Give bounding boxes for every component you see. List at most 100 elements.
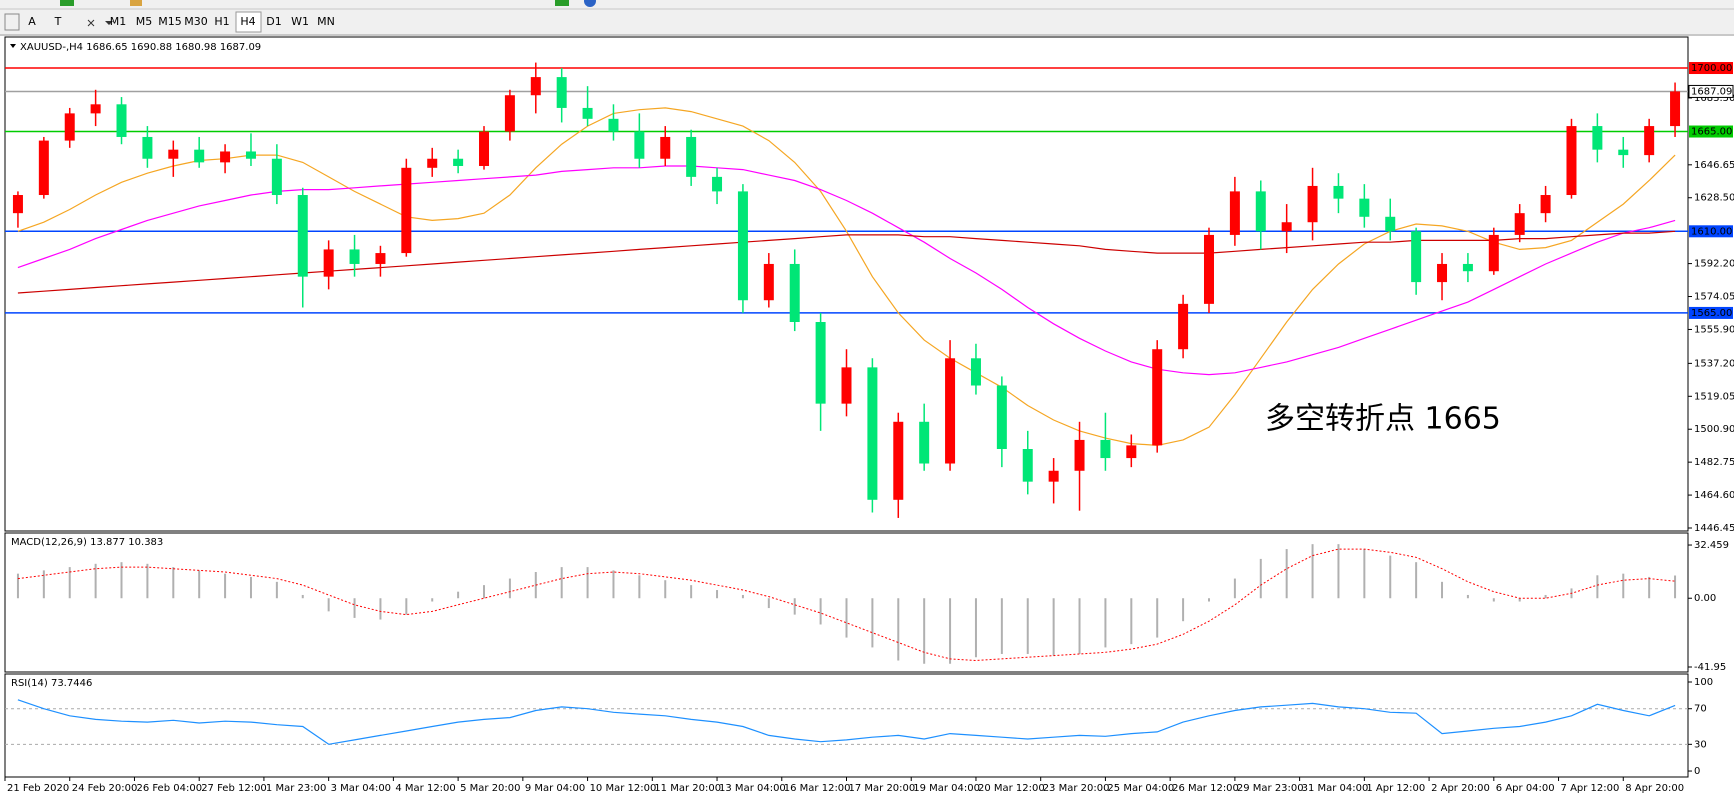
rsi-line	[17, 699, 1676, 745]
candle-body	[271, 158, 282, 196]
level-label: 1700.00	[1691, 63, 1732, 74]
candle-body	[996, 385, 1007, 449]
candle-body	[1437, 263, 1448, 283]
timeframe-button[interactable]: H1	[214, 15, 229, 28]
candle-body	[1152, 349, 1163, 446]
x-tick-label: 25 Mar 04:00	[1107, 783, 1174, 794]
candle-body	[1488, 234, 1499, 272]
timeframe-button[interactable]: D1	[266, 15, 281, 28]
toolbar-icon[interactable]	[60, 0, 74, 6]
x-tick-label: 7 Apr 12:00	[1561, 783, 1620, 794]
tool-button[interactable]: T	[54, 15, 62, 28]
timeframe-button[interactable]: M1	[110, 15, 127, 28]
candle-body	[1644, 126, 1655, 156]
y-tick-label: 1628.50	[1694, 193, 1734, 204]
candle-body	[970, 358, 981, 386]
toolbar-icon[interactable]	[130, 0, 142, 6]
y-tick-label: 1482.75	[1694, 457, 1734, 468]
x-tick-label: 2 Apr 20:00	[1431, 783, 1490, 794]
main-panel	[4, 36, 1689, 532]
candle-body	[1670, 91, 1681, 127]
candle-body	[556, 77, 567, 108]
candle-body	[142, 136, 153, 159]
y-tick-label: 1683.50	[1694, 93, 1734, 104]
candle-body	[427, 158, 438, 168]
candle-body	[245, 151, 256, 159]
symbol-menu[interactable]	[10, 44, 16, 48]
candle-body	[1022, 448, 1033, 482]
x-tick-label: 27 Feb 12:00	[201, 783, 267, 794]
rsi-panel	[4, 673, 1689, 778]
candle-body	[194, 149, 205, 163]
toolbar-icon[interactable]	[105, 21, 113, 25]
y-tick-label: 1574.05	[1694, 292, 1734, 303]
tool-button[interactable]: A	[28, 15, 36, 28]
candle-body	[1126, 445, 1137, 459]
level-tag	[1689, 125, 1733, 138]
x-tick-label: 8 Apr 20:00	[1625, 783, 1684, 794]
x-tick-label: 29 Mar 23:00	[1237, 783, 1304, 794]
level-label: 1687.09	[1691, 86, 1732, 97]
x-tick-label: 20 Mar 12:00	[978, 783, 1045, 794]
timeframe-button[interactable]: MN	[317, 15, 335, 28]
candle-body	[12, 195, 23, 214]
candle-body	[634, 131, 645, 159]
x-tick-label: 3 Mar 04:00	[331, 783, 391, 794]
candle-body	[789, 263, 800, 323]
candle-body	[893, 421, 904, 500]
candle-body	[1540, 195, 1551, 214]
timeframe-button[interactable]: H4	[240, 15, 255, 28]
x-tick-label: 5 Mar 20:00	[460, 783, 520, 794]
toolbar-icon[interactable]	[584, 0, 596, 7]
y-tick-label: 1464.60	[1694, 490, 1734, 501]
candle-body	[815, 322, 826, 404]
candle-body	[737, 191, 748, 301]
rsi-title: RSI(14) 73.7446	[11, 678, 92, 689]
x-tick-label: 16 Mar 12:00	[784, 783, 851, 794]
candle-body	[479, 131, 490, 166]
x-tick-label: 24 Feb 20:00	[72, 783, 138, 794]
candle-body	[349, 249, 360, 264]
candle-body	[297, 195, 308, 277]
x-tick-label: 23 Mar 20:00	[1043, 783, 1110, 794]
y-tick-label: 1537.20	[1694, 358, 1734, 369]
y-tick-label: 70	[1694, 704, 1707, 715]
candle-body	[712, 176, 723, 192]
timeframe-button[interactable]: M15	[158, 15, 182, 28]
candle-body	[220, 151, 231, 163]
candle-body	[1255, 191, 1266, 232]
candle-body	[608, 118, 619, 132]
candle-body	[763, 263, 774, 301]
toolbar-icon[interactable]	[87, 19, 95, 27]
candle-body	[530, 77, 541, 96]
candle-body	[90, 104, 101, 114]
candle-body	[1307, 185, 1318, 223]
level-label: 1565.00	[1691, 308, 1732, 319]
candle-body	[453, 158, 464, 166]
candle-body	[1566, 126, 1577, 196]
candle-body	[582, 107, 593, 119]
toolbar-icon[interactable]	[555, 0, 569, 6]
y-tick-label: 1555.90	[1694, 324, 1734, 335]
y-tick-label: -41.95	[1694, 662, 1726, 673]
candle-body	[867, 367, 878, 500]
x-tick-label: 13 Mar 04:00	[719, 783, 786, 794]
y-tick-label: 32.459	[1694, 540, 1729, 551]
candle-body	[1385, 216, 1396, 232]
level-tag	[1689, 306, 1733, 319]
toolbar-icon[interactable]	[4, 13, 20, 31]
timeframe-button[interactable]: M5	[136, 15, 153, 28]
timeframe-button[interactable]: M30	[184, 15, 208, 28]
candle-body	[168, 149, 179, 159]
y-tick-label: 1500.90	[1694, 424, 1734, 435]
level-tag	[1689, 225, 1733, 238]
y-tick-label: 1592.20	[1694, 259, 1734, 270]
candle-body	[1203, 234, 1214, 304]
candle-body	[1618, 149, 1629, 156]
timeframe-button[interactable]: W1	[291, 15, 309, 28]
candle-body	[1514, 213, 1525, 235]
x-tick-label: 4 Mar 12:00	[395, 783, 455, 794]
candle-body	[64, 113, 75, 141]
